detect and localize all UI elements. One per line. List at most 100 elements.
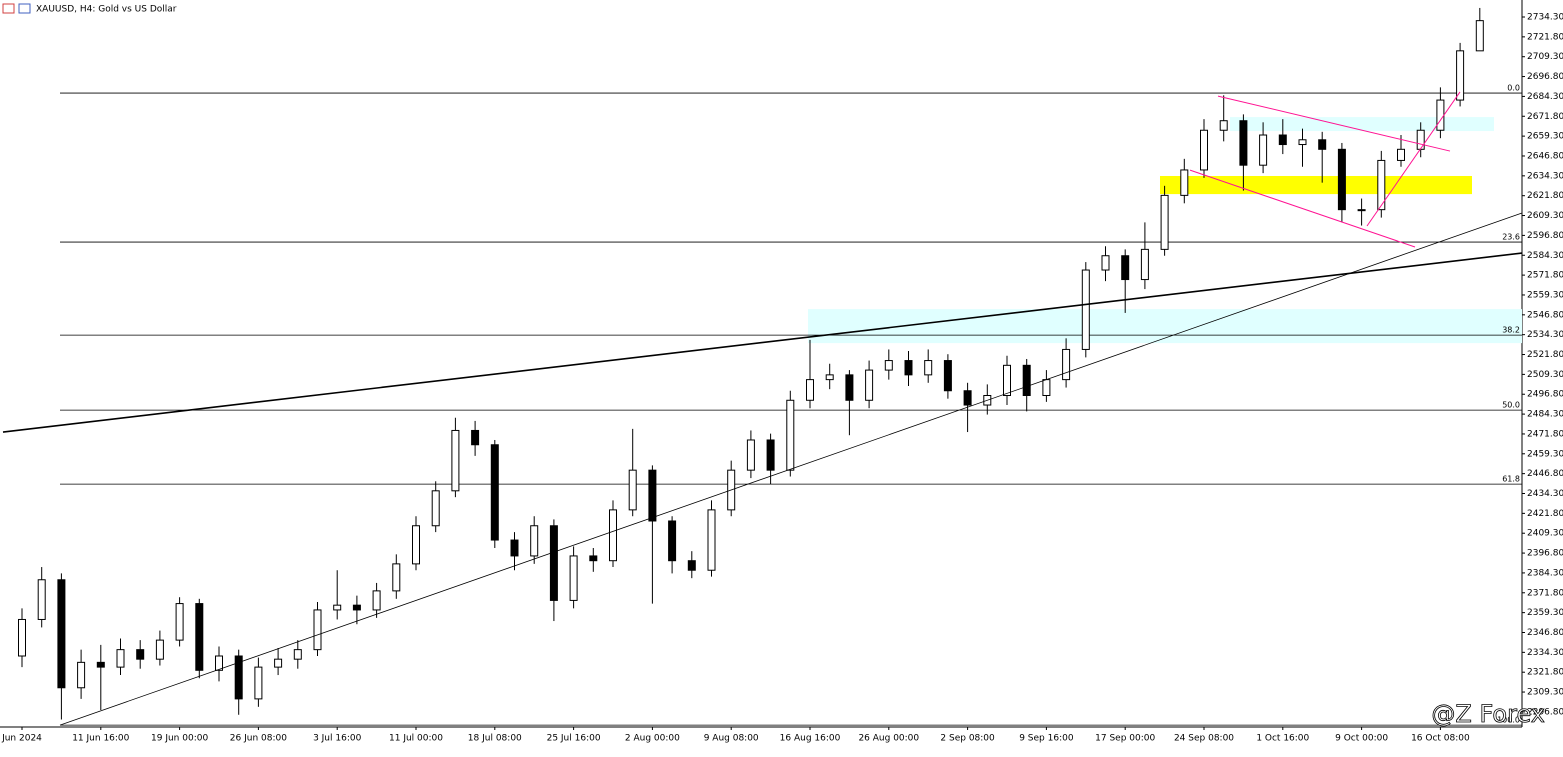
candle-body xyxy=(1377,159,1386,211)
icon[interactable] xyxy=(2,3,15,14)
candle-body xyxy=(372,590,381,611)
candle-body xyxy=(1121,255,1130,281)
trendline xyxy=(59,212,1523,726)
candle-body xyxy=(845,374,854,401)
candle-body xyxy=(175,603,184,641)
candle-body xyxy=(18,618,26,657)
y-tick-label: 2421.80 xyxy=(1527,509,1563,519)
candle-body xyxy=(766,439,775,471)
watermark: @Z Forex xyxy=(1431,700,1545,728)
y-tick-label: 2509.30 xyxy=(1527,370,1563,380)
x-tick-label: 16 Oct 08:00 xyxy=(1411,734,1470,744)
candle-body xyxy=(668,520,677,562)
y-tick-label: 2534.30 xyxy=(1527,330,1563,340)
candle-body xyxy=(1318,139,1327,150)
y-tick-label: 2321.80 xyxy=(1527,668,1563,678)
x-tick-label: 26 Aug 00:00 xyxy=(858,734,919,744)
y-tick-label: 2396.80 xyxy=(1527,549,1563,559)
x-tick-label: 1 Oct 16:00 xyxy=(1256,734,1309,744)
y-tick-label: 2609.30 xyxy=(1527,211,1563,221)
candle-body xyxy=(884,360,893,371)
candle-body xyxy=(1022,364,1031,397)
y-tick-label: 2684.30 xyxy=(1527,92,1563,102)
candle-body xyxy=(786,399,795,471)
y-tick-label: 2409.30 xyxy=(1527,529,1563,539)
candle-body xyxy=(924,360,933,376)
x-tick-label: 18 Jul 08:00 xyxy=(468,734,522,744)
candle-body xyxy=(412,525,420,565)
x-tick-label: 11 Jul 00:00 xyxy=(389,734,443,744)
x-tick-label: 19 Jun 00:00 xyxy=(151,734,208,744)
candle-body xyxy=(234,655,243,700)
y-tick-label: 2646.80 xyxy=(1527,151,1563,161)
candle-body xyxy=(1062,348,1071,381)
y-tick-label: 2621.80 xyxy=(1527,191,1563,201)
candle-body xyxy=(1003,364,1011,397)
candle-body xyxy=(806,379,814,401)
candle-body xyxy=(57,579,66,689)
candle-body xyxy=(116,649,125,668)
candle-body xyxy=(1397,148,1405,161)
y-tick-label: 2471.80 xyxy=(1527,429,1563,439)
candle-body xyxy=(687,560,696,571)
candle-body xyxy=(825,374,834,381)
candle-body xyxy=(549,525,558,601)
candle-body xyxy=(1475,20,1484,52)
candle-body xyxy=(707,509,716,571)
candle-body xyxy=(1200,129,1208,171)
candle-body xyxy=(1160,194,1169,250)
candle-body xyxy=(254,666,263,700)
candle-body xyxy=(1259,134,1268,166)
zone xyxy=(808,309,1522,344)
candle-body xyxy=(490,444,499,541)
candle-body xyxy=(155,639,164,660)
fib-label: 38.2 xyxy=(1502,326,1520,335)
x-tick-label: 26 Jun 08:00 xyxy=(230,734,287,744)
candle-body xyxy=(530,525,539,557)
y-tick-label: 2721.80 xyxy=(1527,32,1563,42)
candle-body xyxy=(1436,99,1445,131)
candle-body xyxy=(195,603,204,671)
candle-body xyxy=(746,439,755,471)
candle-body xyxy=(77,661,86,689)
x-tick-label: 24 Sep 08:00 xyxy=(1174,734,1234,744)
candle-body xyxy=(392,563,401,592)
candle-body xyxy=(471,429,480,446)
x-tick-label: 3 Jul 16:00 xyxy=(313,734,362,744)
x-tick-label: 17 Sep 00:00 xyxy=(1095,734,1155,744)
y-tick-label: 2309.30 xyxy=(1527,688,1563,698)
candle-body xyxy=(1239,120,1248,166)
candle-body xyxy=(1416,129,1425,150)
y-tick-label: 2459.30 xyxy=(1527,449,1563,459)
candle-body xyxy=(865,369,874,401)
candle-body xyxy=(569,555,578,601)
candle-body xyxy=(1180,169,1189,196)
zone xyxy=(1160,175,1472,195)
candle-body xyxy=(1042,379,1051,397)
candle-body xyxy=(1219,120,1228,131)
candle-body xyxy=(1298,139,1307,146)
chart-title: XAUUSD, H4: Gold vs US Dollar xyxy=(36,5,177,15)
candle-body xyxy=(293,649,302,660)
y-tick-label: 2334.30 xyxy=(1527,648,1563,658)
y-tick-label: 2671.80 xyxy=(1527,112,1563,122)
y-tick-label: 2584.30 xyxy=(1527,251,1563,261)
y-tick-label: 2359.30 xyxy=(1527,608,1563,618)
y-tick-label: 2496.80 xyxy=(1527,390,1563,400)
candle-body xyxy=(37,579,46,620)
y-tick-label: 2446.80 xyxy=(1527,469,1563,479)
candle-body xyxy=(589,555,598,562)
candle-body xyxy=(1337,148,1346,211)
candle-body xyxy=(904,360,913,376)
y-tick-label: 2371.80 xyxy=(1527,588,1563,598)
x-tick-label: 16 Aug 16:00 xyxy=(780,734,841,744)
y-tick-label: 2571.80 xyxy=(1527,271,1563,281)
candle-body xyxy=(648,469,657,522)
icon[interactable] xyxy=(18,3,31,14)
y-tick-label: 2559.30 xyxy=(1527,290,1563,300)
fib-label: 100.0 xyxy=(1497,716,1520,725)
candle-body xyxy=(1357,209,1366,212)
candle-body xyxy=(1456,50,1465,101)
trendline xyxy=(2,252,1523,433)
candle-body xyxy=(313,609,322,651)
